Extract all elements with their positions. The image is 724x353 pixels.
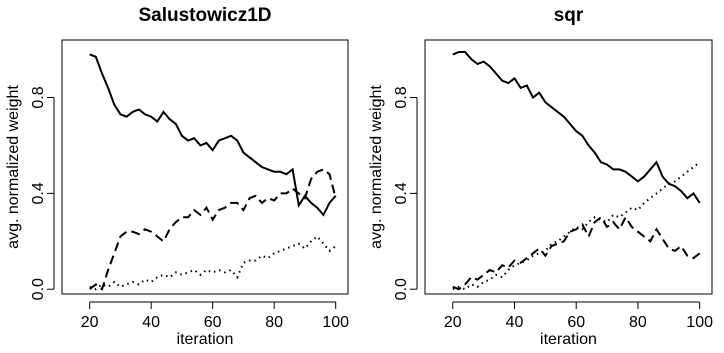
chart-title: sqr [554,5,584,26]
data-line [452,51,701,204]
x-tick-label: 60 [567,314,585,331]
x-tick-label: 60 [204,314,222,331]
y-axis-label: avg. normalized weight [368,85,385,249]
x-tick-label: 40 [506,314,524,331]
x-tick-label: 100 [686,314,713,331]
y-tick-label: 0.0 [393,278,410,300]
y-tick-label: 0.4 [393,182,410,204]
y-tick-label: 0.8 [30,86,47,108]
data-line [452,215,701,291]
data-line [89,168,337,291]
chart-title: Salustowicz1D [138,5,271,26]
data-line [89,53,337,217]
plot-box [424,39,713,295]
y-axis-label: avg. normalized weight [5,85,22,249]
x-tick-label: 20 [81,314,99,331]
x-tick-label: 40 [142,314,160,331]
x-axis-label: iteration [540,331,597,348]
x-tick-label: 20 [444,314,462,331]
x-tick-label: 80 [265,314,283,331]
x-tick-label: 80 [629,314,647,331]
y-tick-label: 0.0 [30,278,47,300]
plot-box [61,39,349,295]
x-axis-label: iteration [177,331,234,348]
y-tick-label: 0.8 [393,86,410,108]
x-tick-label: 100 [322,314,349,331]
y-tick-label: 0.4 [30,182,47,204]
data-line [89,235,337,291]
